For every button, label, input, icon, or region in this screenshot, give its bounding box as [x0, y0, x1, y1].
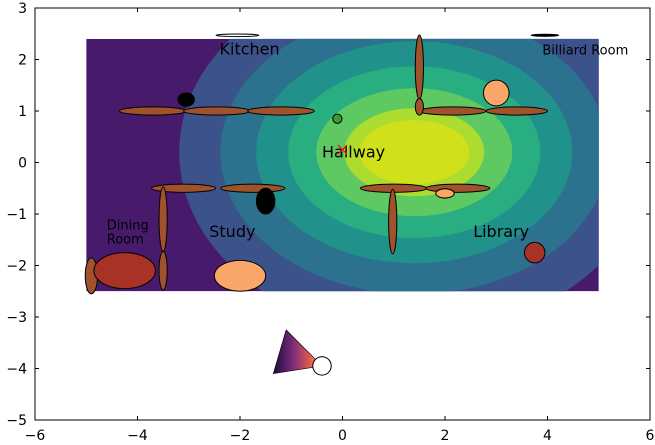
x-tick-label-0: −6: [25, 428, 46, 444]
wall-1: [183, 106, 251, 116]
furniture-9: [523, 241, 546, 264]
room-label-3-line-1: Room: [107, 232, 144, 247]
wall-7: [151, 183, 217, 193]
y-tick-label-4: −1: [6, 207, 27, 223]
wall-9: [158, 186, 168, 252]
y-tick-label-5: 0: [18, 156, 27, 172]
x-tick-label-5: 4: [543, 428, 552, 444]
y-tick-label-3: −2: [6, 259, 27, 275]
x-tick-label-4: 2: [441, 428, 450, 444]
x-tick-label-1: −4: [127, 428, 148, 444]
furniture-3: [482, 79, 510, 107]
room-label-3-line-0: Dining: [107, 218, 149, 233]
furniture-1: [530, 33, 560, 37]
y-tick-label-2: −3: [6, 310, 27, 326]
wall-0: [119, 106, 187, 116]
furniture-6: [435, 188, 455, 199]
y-tick-label-6: 1: [18, 104, 27, 120]
furniture: [93, 33, 560, 292]
furniture-7: [93, 252, 156, 290]
wall-2: [247, 106, 315, 116]
wall-10: [158, 250, 168, 291]
contour-level-7: [359, 120, 470, 185]
room-label-5: Library: [473, 222, 529, 241]
furniture-8: [213, 259, 267, 292]
furniture-0: [215, 33, 260, 38]
robot: [272, 329, 332, 376]
robot-body: [312, 356, 332, 376]
wall-14: [388, 189, 398, 255]
room-label-2: Hallway: [322, 142, 385, 161]
robot-field-of-view: [272, 329, 323, 375]
marker: [337, 144, 348, 155]
x-tick-label-3: 0: [338, 428, 347, 444]
wall-5: [414, 34, 424, 100]
room-label-1: Billiard Room: [542, 43, 628, 58]
marker-x-stroke-b: [337, 144, 348, 155]
room-label-0: Kitchen: [220, 39, 280, 58]
wall-6: [414, 98, 424, 116]
y-tick-label-1: −4: [6, 362, 27, 378]
wall-8: [220, 183, 286, 193]
room-label-4: Study: [209, 222, 255, 241]
axis-ticks: −6 −4 −2 0 2 4 6 −5 −4 −3 −2 −1 0 1 2 3: [6, 1, 654, 444]
y-tick-label-7: 2: [18, 53, 27, 69]
y-tick-label-8: 3: [18, 1, 27, 17]
x-tick-label-2: −2: [230, 428, 251, 444]
wall-13: [425, 183, 491, 193]
furniture-5: [255, 187, 276, 215]
y-tick-label-0: −5: [6, 413, 27, 429]
furniture-4: [332, 113, 343, 124]
furniture-2: [177, 92, 195, 107]
x-tick-label-6: 6: [646, 428, 655, 444]
wall-3: [418, 106, 487, 116]
walls: [84, 34, 548, 295]
wall-4: [485, 106, 548, 116]
